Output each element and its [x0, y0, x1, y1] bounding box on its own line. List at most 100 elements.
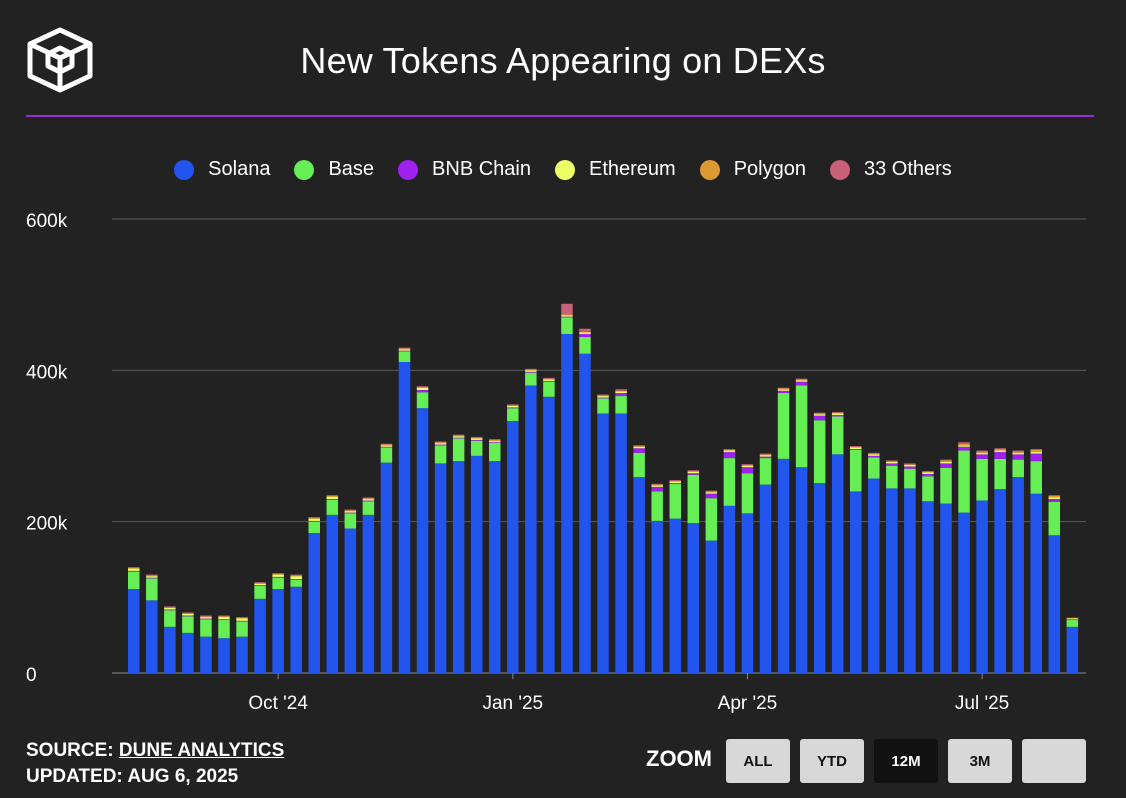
- bar-stack[interactable]: [525, 368, 537, 673]
- bar-stack[interactable]: [759, 453, 772, 673]
- bar-segment: [182, 613, 194, 615]
- bar-stack[interactable]: [705, 490, 718, 673]
- bar-segment: [615, 390, 627, 392]
- legend-label: Polygon: [733, 158, 806, 180]
- bar-stack[interactable]: [489, 439, 501, 673]
- bar-stack[interactable]: [615, 389, 627, 673]
- zoom-12m-button[interactable]: 12M: [874, 739, 938, 783]
- source-link[interactable]: DUNE ANALYTICS: [118, 740, 285, 761]
- bar-stack[interactable]: [850, 446, 862, 673]
- bar-stack[interactable]: [254, 582, 266, 673]
- legend-item-polygon[interactable]: Polygon: [699, 158, 806, 181]
- bar-stack[interactable]: [434, 441, 447, 673]
- bar-segment: [561, 315, 573, 317]
- bar-stack[interactable]: [561, 303, 573, 673]
- zoom-3m-button[interactable]: 3M: [948, 739, 1012, 783]
- bar-segment: [886, 461, 898, 464]
- legend-label: Ethereum: [588, 158, 676, 180]
- bar-stack[interactable]: [579, 328, 591, 673]
- legend-item-33-others[interactable]: 33 Others: [829, 158, 952, 181]
- bar-segment: [958, 512, 970, 673]
- bar-stack[interactable]: [795, 378, 808, 673]
- bar-segment: [868, 452, 880, 454]
- bar-stack[interactable]: [813, 412, 826, 673]
- bar-stack[interactable]: [1012, 450, 1024, 673]
- bar-stack[interactable]: [236, 617, 248, 673]
- bar-segment: [416, 386, 429, 388]
- bar-stack[interactable]: [1066, 617, 1079, 673]
- bar-segment: [850, 447, 862, 450]
- bar-stack[interactable]: [669, 480, 682, 673]
- bar-stack[interactable]: [994, 448, 1006, 673]
- zoom-all-button[interactable]: ALL: [726, 739, 790, 783]
- bar-stack[interactable]: [543, 377, 555, 673]
- bar-segment: [579, 331, 591, 333]
- bar-stack[interactable]: [741, 464, 754, 673]
- bar-stack[interactable]: [831, 411, 844, 673]
- bar-stack[interactable]: [290, 574, 302, 673]
- bar-stack[interactable]: [200, 615, 212, 673]
- legend-item-solana[interactable]: Solana: [174, 158, 270, 181]
- legend-item-base[interactable]: Base: [294, 158, 374, 181]
- bar-segment: [976, 500, 988, 673]
- bar-segment: [777, 458, 790, 673]
- bar-segment: [687, 474, 700, 524]
- bar-stack[interactable]: [958, 442, 970, 673]
- bar-stack[interactable]: [326, 495, 339, 673]
- bar-segment: [489, 439, 501, 440]
- bar-stack[interactable]: [597, 394, 609, 673]
- legend-item-bnb-chain[interactable]: BNB Chain: [398, 158, 531, 181]
- bar-stack[interactable]: [723, 449, 736, 673]
- bar-stack[interactable]: [362, 497, 375, 673]
- bar-segment: [922, 476, 934, 502]
- bar-segment: [272, 577, 284, 590]
- bar-stack[interactable]: [128, 567, 140, 673]
- bar-segment: [723, 449, 736, 451]
- bar-segment: [344, 528, 357, 673]
- bar-stack[interactable]: [904, 463, 916, 673]
- bar-stack[interactable]: [777, 387, 790, 673]
- bar-stack[interactable]: [633, 445, 645, 673]
- bar-segment: [904, 464, 916, 465]
- bar-stack[interactable]: [416, 386, 429, 673]
- bar-segment: [507, 421, 519, 673]
- bar-stack[interactable]: [651, 483, 663, 673]
- bar-segment: [759, 458, 772, 485]
- bar-stack[interactable]: [1030, 449, 1043, 673]
- bar-stack[interactable]: [470, 436, 483, 673]
- bar-stack[interactable]: [182, 612, 194, 673]
- bar-segment: [1012, 451, 1024, 453]
- bar-segment: [272, 573, 284, 575]
- bar-stack[interactable]: [218, 615, 230, 673]
- zoom-ytd-button[interactable]: YTD: [800, 739, 864, 783]
- bar-segment: [886, 460, 898, 462]
- bar-stack[interactable]: [272, 573, 284, 673]
- bar-stack[interactable]: [344, 509, 357, 673]
- bar-stack[interactable]: [868, 452, 880, 673]
- bar-segment: [146, 577, 158, 579]
- bar-segment: [723, 449, 736, 450]
- bar-segment: [777, 389, 790, 391]
- bar-stack[interactable]: [976, 450, 988, 673]
- bar-stack[interactable]: [146, 574, 158, 673]
- zoom-custom-button[interactable]: [1022, 739, 1086, 783]
- legend-item-ethereum[interactable]: Ethereum: [554, 158, 676, 181]
- bar-segment: [669, 481, 681, 484]
- bar-stack[interactable]: [164, 606, 176, 673]
- bar-stack[interactable]: [398, 347, 411, 673]
- bar-stack[interactable]: [687, 470, 700, 673]
- bar-segment: [507, 404, 519, 406]
- bar-stack[interactable]: [922, 470, 934, 673]
- bar-segment: [470, 439, 483, 441]
- bar-stack[interactable]: [380, 443, 393, 673]
- bar-stack[interactable]: [507, 404, 519, 673]
- bar-stack[interactable]: [452, 434, 465, 673]
- bar-segment: [831, 412, 844, 414]
- bar-stack[interactable]: [886, 460, 898, 673]
- bar-stack[interactable]: [308, 517, 321, 673]
- bar-stack[interactable]: [940, 459, 952, 673]
- bar-segment: [759, 453, 772, 455]
- bar-segment: [705, 490, 718, 492]
- bar-stack[interactable]: [1048, 495, 1061, 673]
- legend-swatch: [699, 159, 720, 180]
